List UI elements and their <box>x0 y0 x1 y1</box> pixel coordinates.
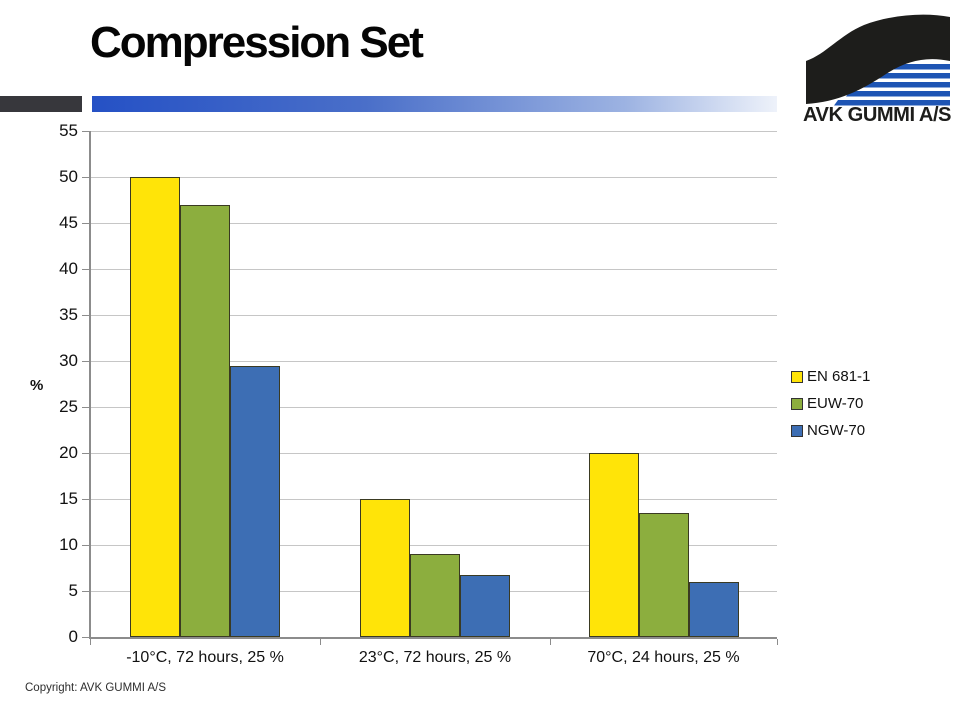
gridline <box>90 453 777 454</box>
y-axis-tick <box>82 591 89 592</box>
bar-s2-c0 <box>230 365 280 637</box>
y-axis-tick <box>82 131 89 132</box>
avk-gummi-logo: AVK GUMMI A/S <box>800 4 954 126</box>
legend-item-en-681-1: EN 681-1 <box>791 363 870 390</box>
gridline <box>90 177 777 178</box>
y-axis-tick <box>82 269 89 270</box>
bar-s0-c0 <box>130 177 180 637</box>
legend-label: EUW-70 <box>807 395 864 412</box>
y-tick-label: 25 <box>59 397 78 416</box>
x-axis-tick <box>550 639 551 645</box>
y-axis-tick <box>82 499 89 500</box>
x-axis-tick <box>320 639 321 645</box>
y-tick-label: 10 <box>59 535 78 554</box>
logo-text: AVK GUMMI A/S <box>803 103 951 124</box>
x-axis-tick <box>90 639 91 645</box>
y-axis-title: % <box>30 377 44 394</box>
legend-swatch-en-681-1 <box>791 370 803 383</box>
y-tick-label: 15 <box>59 489 78 508</box>
legend-item-ngw-70: NGW-70 <box>791 417 870 444</box>
slide-title: Compression Set <box>90 18 424 67</box>
logo-blue-stripes <box>834 64 950 106</box>
y-axis-tick <box>82 361 89 362</box>
legend-swatch-euw-70 <box>791 397 803 410</box>
copyright-text: Copyright: AVK GUMMI A/S <box>25 682 167 694</box>
bar-s0-c1 <box>360 499 410 637</box>
y-axis-tick <box>82 315 89 316</box>
y-tick-label: 45 <box>59 213 78 232</box>
y-tick-label: 55 <box>59 121 78 140</box>
bar-s0-c2 <box>588 453 639 637</box>
gridline <box>90 315 777 316</box>
y-axis-tick <box>82 637 89 638</box>
bar-s2-c2 <box>688 581 739 637</box>
legend-item-euw-70: EUW-70 <box>791 390 870 417</box>
y-tick-label: 50 <box>59 167 78 186</box>
gridline <box>90 499 777 500</box>
gridline <box>90 545 777 546</box>
legend-label: NGW-70 <box>807 422 866 439</box>
y-tick-label: 5 <box>68 581 78 600</box>
x-category-label: 70°C, 24 hours, 25 % <box>587 649 740 666</box>
y-tick-label: 30 <box>59 351 78 370</box>
y-axis-tick <box>82 453 89 454</box>
bar-s2-c1 <box>460 575 510 637</box>
y-tick-label: 0 <box>68 627 78 646</box>
gridline <box>90 361 777 362</box>
bar-s1-c2 <box>638 512 689 637</box>
y-axis-line <box>89 131 91 637</box>
logo-black-wave <box>806 14 950 105</box>
gridline <box>90 131 777 132</box>
y-axis-tick <box>82 407 89 408</box>
chart-legend: EN 681-1 EUW-70 NGW-70 <box>791 363 870 444</box>
bar-s1-c0 <box>180 204 230 637</box>
legend-label: EN 681-1 <box>807 368 871 385</box>
x-axis-line <box>89 637 777 639</box>
y-tick-label: 35 <box>59 305 78 324</box>
gridline <box>90 407 777 408</box>
logo-graphic: AVK GUMMI A/S <box>803 14 952 126</box>
gridline <box>90 223 777 224</box>
gridline <box>90 269 777 270</box>
y-axis-tick <box>82 177 89 178</box>
y-axis-tick <box>82 545 89 546</box>
x-category-label: 23°C, 72 hours, 25 % <box>358 649 512 666</box>
y-axis-tick <box>82 223 89 224</box>
legend-swatch-ngw-70 <box>791 424 803 437</box>
y-tick-label: 20 <box>59 443 78 462</box>
bar-s1-c1 <box>410 554 460 637</box>
x-category-label: -10°C, 72 hours, 25 % <box>126 649 284 666</box>
y-tick-label: 40 <box>59 259 78 278</box>
x-axis-tick <box>777 639 778 645</box>
header-dark-bar <box>0 96 82 112</box>
header-gradient-bar <box>92 96 777 112</box>
